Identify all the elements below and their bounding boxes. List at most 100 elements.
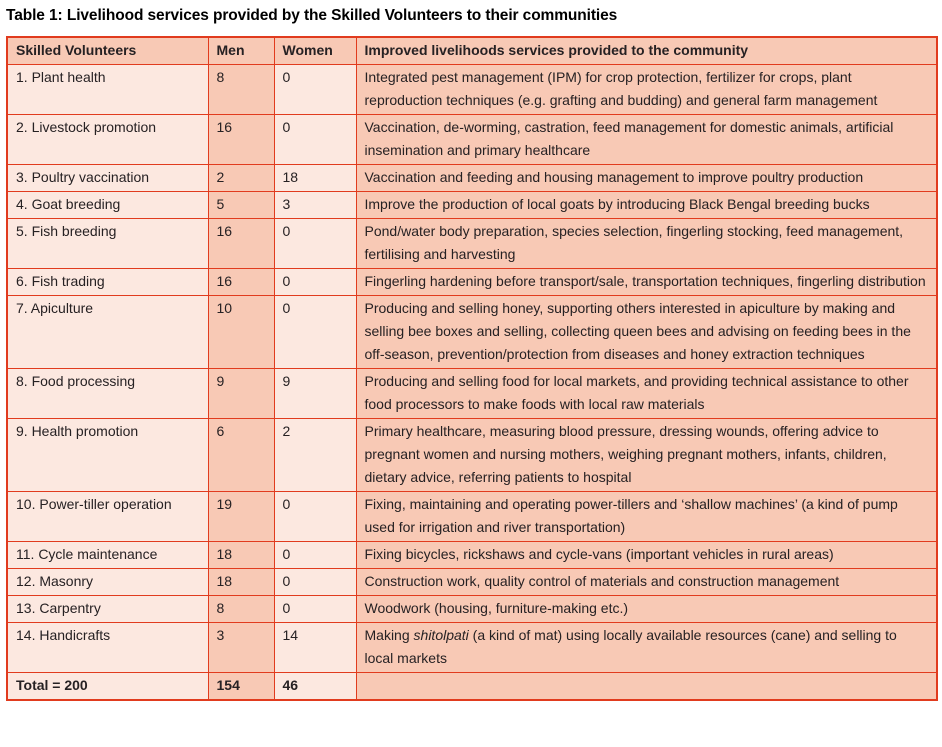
row-women-count: 0	[273, 295, 357, 369]
row-men-count: 5	[207, 191, 275, 219]
description-text: Fingerling hardening before transport/sa…	[364, 273, 926, 289]
row-women-count: 0	[273, 268, 357, 296]
row-volunteer-type: 6. Fish trading	[6, 268, 209, 296]
table-row: 5. Fish breeding 16 0 Pond/water body prepa…	[6, 218, 938, 269]
row-description: Fixing, maintaining and operating power-…	[355, 491, 938, 542]
row-men-count: 16	[207, 268, 275, 296]
row-women-count: 0	[273, 541, 357, 569]
row-description: Vaccination and feeding and housing mana…	[355, 164, 938, 192]
table-body: 1. Plant health 8 0 Integrated pest managem…	[6, 64, 938, 673]
row-men-count: 10	[207, 295, 275, 369]
header-row: Skilled Volunteers Men Women Improved li…	[6, 36, 938, 65]
description-text: Improve the production of local goats by…	[364, 196, 870, 212]
row-volunteer-type: 4. Goat breeding	[6, 191, 209, 219]
row-men-count: 3	[207, 622, 275, 673]
row-women-count: 0	[273, 595, 357, 623]
row-men-count: 9	[207, 368, 275, 419]
row-volunteer-type: 3. Poultry vaccination	[6, 164, 209, 192]
row-description: Producing and selling honey, supporting …	[355, 295, 938, 369]
col-header-skilled-volunteers: Skilled Volunteers	[6, 36, 209, 65]
row-volunteer-type: 14. Handicrafts	[6, 622, 209, 673]
row-description: Integrated pest management (IPM) for cro…	[355, 64, 938, 115]
row-women-count: 9	[273, 368, 357, 419]
row-men-count: 18	[207, 541, 275, 569]
description-italic-term: shitolpati	[413, 627, 469, 643]
description-text: Primary healthcare, measuring blood pres…	[364, 423, 887, 485]
total-women-count: 46	[273, 672, 357, 701]
row-men-count: 16	[207, 218, 275, 269]
row-women-count: 14	[273, 622, 357, 673]
description-text: Producing and selling honey, supporting …	[364, 300, 911, 362]
row-description: Pond/water body preparation, species sel…	[355, 218, 938, 269]
row-women-count: 0	[273, 64, 357, 115]
row-description: Vaccination, de-worming, castration, fee…	[355, 114, 938, 165]
row-volunteer-type: 2. Livestock promotion	[6, 114, 209, 165]
table-row: 14. Handicrafts 3 14 Making shitolpati (a k…	[6, 622, 938, 673]
total-description-empty	[355, 672, 938, 701]
col-header-women: Women	[273, 36, 357, 65]
description-text: Fixing bicycles, rickshaws and cycle-van…	[364, 546, 834, 562]
row-volunteer-type: 10. Power-tiller operation	[6, 491, 209, 542]
row-volunteer-type: 13. Carpentry	[6, 595, 209, 623]
row-women-count: 2	[273, 418, 357, 492]
table-row: 11. Cycle maintenance 18 0 Fixing bicycles,…	[6, 541, 938, 569]
row-description: Fingerling hardening before transport/sa…	[355, 268, 938, 296]
table-caption: Table 1: Livelihood services provided by…	[6, 7, 618, 24]
description-text: Integrated pest management (IPM) for cro…	[364, 69, 878, 108]
row-women-count: 0	[273, 491, 357, 542]
row-description: Woodwork (housing, furniture-making etc.…	[355, 595, 938, 623]
row-volunteer-type: 5. Fish breeding	[6, 218, 209, 269]
row-men-count: 8	[207, 595, 275, 623]
total-row: Total = 200 154 46	[6, 672, 938, 701]
description-text: Vaccination, de-worming, castration, fee…	[364, 119, 894, 158]
row-men-count: 2	[207, 164, 275, 192]
row-volunteer-type: 11. Cycle maintenance	[6, 541, 209, 569]
table-row: 1. Plant health 8 0 Integrated pest managem…	[6, 64, 938, 115]
row-women-count: 0	[273, 218, 357, 269]
table-row: 12. Masonry 18 0 Construction work, quality…	[6, 568, 938, 596]
row-women-count: 18	[273, 164, 357, 192]
row-men-count: 6	[207, 418, 275, 492]
row-women-count: 0	[273, 568, 357, 596]
total-men-count: 154	[207, 672, 275, 701]
row-men-count: 16	[207, 114, 275, 165]
table-row: 10. Power-tiller operation 19 0 Fixing, mai…	[6, 491, 938, 542]
row-women-count: 0	[273, 114, 357, 165]
livelihood-services-table: Skilled Volunteers Men Women Improved li…	[6, 36, 938, 701]
row-men-count: 19	[207, 491, 275, 542]
description-text: Making	[364, 627, 414, 643]
row-men-count: 18	[207, 568, 275, 596]
table-row: 8. Food processing 9 9 Producing and sellin…	[6, 368, 938, 419]
row-description: Producing and selling food for local mar…	[355, 368, 938, 419]
table-row: 7. Apiculture 10 0 Producing and selling ho…	[6, 295, 938, 369]
row-women-count: 3	[273, 191, 357, 219]
description-text: Pond/water body preparation, species sel…	[364, 223, 904, 262]
row-men-count: 8	[207, 64, 275, 115]
table-row: 4. Goat breeding 5 3 Improve the production…	[6, 191, 938, 219]
col-header-services: Improved livelihoods services provided t…	[355, 36, 938, 65]
row-volunteer-type: 9. Health promotion	[6, 418, 209, 492]
row-description: Making shitolpati (a kind of mat) using …	[355, 622, 938, 673]
description-text: Producing and selling food for local mar…	[364, 373, 909, 412]
col-header-men: Men	[207, 36, 275, 65]
table-row: 6. Fish trading 16 0 Fingerling hardening b…	[6, 268, 938, 296]
table-row: 9. Health promotion 6 2 Primary healthcare,…	[6, 418, 938, 492]
total-label: Total = 200	[6, 672, 209, 701]
row-description: Construction work, quality control of ma…	[355, 568, 938, 596]
table-row: 2. Livestock promotion 16 0 Vaccination, de…	[6, 114, 938, 165]
row-volunteer-type: 7. Apiculture	[6, 295, 209, 369]
table-row: 3. Poultry vaccination 2 18 Vaccination and…	[6, 164, 938, 192]
description-text: (a kind of mat) using locally available …	[364, 627, 897, 666]
description-text: Woodwork (housing, furniture-making etc.…	[364, 600, 629, 616]
row-description: Primary healthcare, measuring blood pres…	[355, 418, 938, 492]
description-text: Construction work, quality control of ma…	[364, 573, 840, 589]
description-text: Fixing, maintaining and operating power-…	[364, 496, 898, 535]
row-volunteer-type: 8. Food processing	[6, 368, 209, 419]
row-volunteer-type: 12. Masonry	[6, 568, 209, 596]
row-description: Improve the production of local goats by…	[355, 191, 938, 219]
table-row: 13. Carpentry 8 0 Woodwork (housing, furnit…	[6, 595, 938, 623]
row-volunteer-type: 1. Plant health	[6, 64, 209, 115]
description-text: Vaccination and feeding and housing mana…	[364, 169, 864, 185]
row-description: Fixing bicycles, rickshaws and cycle-van…	[355, 541, 938, 569]
